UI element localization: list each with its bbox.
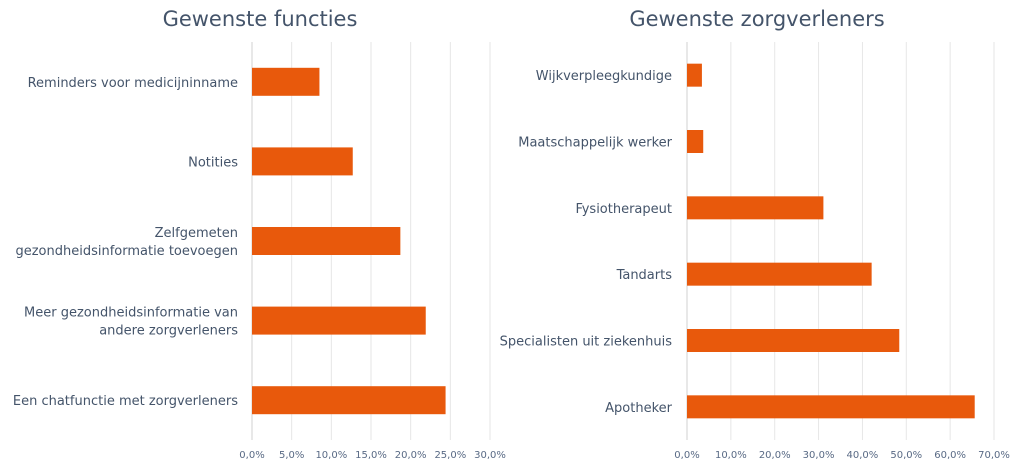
category-label: Specialisten uit ziekenhuis xyxy=(500,335,673,350)
category-label: Maatschappelijk werker xyxy=(518,136,672,151)
x-tick-label: 20,0% xyxy=(759,450,791,461)
x-tick-label: 0,0% xyxy=(674,450,699,461)
x-tick-label: 30,0% xyxy=(803,450,835,461)
bar-zorgverleners-2 xyxy=(687,196,824,220)
category-label: gezondheidsinformatie toevoegen xyxy=(15,244,238,259)
x-tick-label: 10,0% xyxy=(315,450,347,461)
x-tick-label: 40,0% xyxy=(847,450,879,461)
x-tick-label: 30,0% xyxy=(474,450,506,461)
category-label: Reminders voor medicijninname xyxy=(28,76,238,91)
x-tick-label: 60,0% xyxy=(934,450,966,461)
bar-functies-1 xyxy=(252,147,353,176)
category-label: andere zorgverleners xyxy=(99,324,238,339)
chart-gewenste-functies: Gewenste functies 0,0% 5,0% 10,0% 15,0% 20,0… xyxy=(13,7,506,461)
bar-zorgverleners-0 xyxy=(687,63,702,87)
category-label: Meer gezondheidsinformatie van xyxy=(24,306,238,321)
x-tick-label: 50,0% xyxy=(890,450,922,461)
category-label: Apotheker xyxy=(605,401,672,416)
chart-title-zorgverleners: Gewenste zorgverleners xyxy=(629,7,884,31)
category-label: Fysiotherapeut xyxy=(575,202,672,217)
bar-functies-2 xyxy=(252,227,401,255)
category-label: Een chatfunctie met zorgverleners xyxy=(13,394,238,409)
bar-zorgverleners-4 xyxy=(687,329,900,352)
bar-zorgverleners-3 xyxy=(687,262,872,286)
chart-title-functies: Gewenste functies xyxy=(163,7,358,31)
bar-zorgverleners-5 xyxy=(687,395,975,419)
bar-functies-0 xyxy=(252,67,320,96)
x-tick-label: 5,0% xyxy=(279,450,304,461)
x-tick-label: 70,0% xyxy=(978,450,1010,461)
bar-functies-3 xyxy=(252,306,426,335)
category-label: Zelfgemeten xyxy=(155,226,238,241)
chart-gewenste-zorgverleners: Gewenste zorgverleners 0,0% 10,0% 20,0% 30,… xyxy=(500,7,1010,461)
bar-functies-4 xyxy=(252,386,446,415)
x-tick-label: 0,0% xyxy=(239,450,264,461)
category-label: Wijkverpleegkundige xyxy=(536,69,672,84)
x-tick-label: 10,0% xyxy=(715,450,747,461)
bar-zorgverleners-1 xyxy=(687,130,704,153)
x-tick-label: 20,0% xyxy=(395,450,427,461)
x-tick-label: 25,0% xyxy=(434,450,466,461)
category-label: Tandarts xyxy=(616,268,673,283)
category-label: Notities xyxy=(188,155,238,170)
x-tick-label: 15,0% xyxy=(355,450,387,461)
